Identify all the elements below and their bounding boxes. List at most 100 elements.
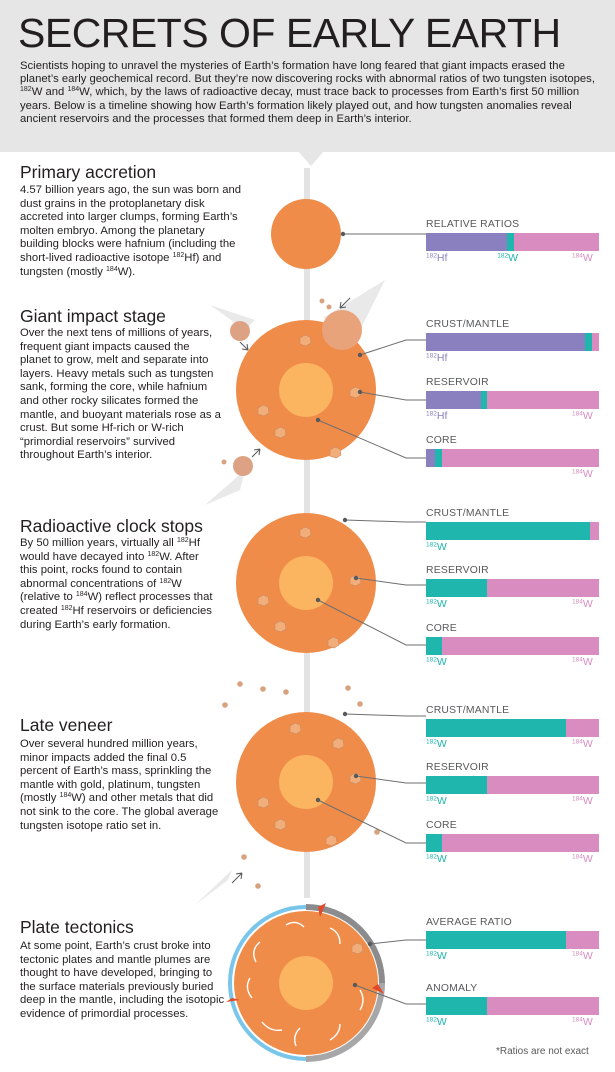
debris-dot	[345, 685, 351, 691]
page-title: SECRETS OF EARLY EARTH	[18, 10, 561, 56]
reservoir-blob	[257, 594, 270, 607]
ratio-bar	[426, 333, 599, 351]
ratio-label: ANOMALY	[426, 983, 478, 994]
reservoir-blob	[299, 526, 312, 539]
section-description: 4.57 billion years ago, the sun was born…	[20, 184, 242, 278]
isotope-label-w184: 184W	[572, 795, 593, 807]
w182-segment	[426, 579, 487, 597]
leader-dot	[315, 797, 321, 803]
section-description: By 50 million years, virtually all 182Hf…	[20, 537, 213, 631]
convection-arrow	[329, 927, 341, 945]
w182-segment	[426, 522, 591, 540]
leader-line	[355, 775, 426, 784]
isotope-label-hf182: 182Hf	[426, 410, 448, 422]
section-description: At some point, Earth’s crust broke into …	[20, 940, 225, 1020]
mantle-plume	[372, 984, 384, 994]
isotope-label-w184: 184W	[572, 252, 593, 264]
w182-segment	[426, 776, 487, 794]
ratio-label: AVERAGE RATIO	[426, 917, 512, 928]
impact-arrow	[239, 341, 249, 351]
leader-line	[344, 519, 426, 523]
ratio-label: CRUST/MANTLE	[426, 508, 510, 519]
isotope-label-w182: 182W	[426, 598, 447, 610]
isotope-label-w184: 184W	[572, 410, 593, 422]
ratio-bar	[426, 449, 599, 467]
ratio-label: CORE	[426, 820, 457, 831]
section-title: Giant impact stage	[20, 306, 166, 326]
reservoir-blob	[332, 737, 345, 750]
w182-segment	[426, 834, 442, 852]
leader-line	[354, 984, 426, 1005]
isotope-label-w184: 184W	[572, 738, 593, 750]
convection-arrow	[253, 941, 261, 963]
reservoir-blob	[349, 772, 362, 785]
leader-line	[359, 391, 426, 401]
isotope-label-w182: 182W	[426, 853, 447, 865]
convection-arrow	[359, 989, 364, 1011]
w182-segment	[426, 719, 567, 737]
ratio-bar	[426, 931, 599, 949]
isotope-label-w184: 184W	[572, 468, 593, 480]
reservoir-blob	[327, 636, 340, 649]
leader-dot	[352, 982, 358, 988]
leader-dot	[357, 352, 363, 358]
isotope-label-w184: 184W	[572, 853, 593, 865]
convection-arrow	[329, 1023, 341, 1041]
isotope-label-w184: 184W	[572, 656, 593, 668]
hf182-segment	[426, 391, 482, 409]
ratio-label: RELATIVE RATIOS	[426, 219, 520, 230]
intro-text: Scientists hoping to unravel the mysteri…	[20, 60, 595, 125]
leader-line	[359, 339, 426, 356]
isotope-label-w182: 182W	[426, 950, 447, 962]
isotope-label-hf182: 182Hf	[426, 352, 448, 364]
ratio-label: CORE	[426, 623, 457, 634]
impact-ray	[205, 470, 245, 505]
earth-embryo	[271, 199, 341, 269]
convection-arrow	[285, 921, 305, 928]
leader-dot	[342, 711, 348, 717]
hf182-segment	[426, 449, 435, 467]
reservoir-blob	[349, 574, 362, 587]
earth-core	[279, 363, 333, 417]
debris-dot	[374, 829, 380, 835]
ratio-bar	[426, 776, 599, 794]
impactor	[322, 310, 362, 350]
impact-arrow	[231, 872, 243, 884]
reservoir-blob	[274, 426, 287, 439]
header-pointer	[297, 150, 325, 166]
debris-dot	[255, 883, 261, 889]
isotope-label-w182: 182W	[426, 656, 447, 668]
ratio-label: CORE	[426, 435, 457, 446]
convection-arrow	[293, 1027, 301, 1047]
reservoir-blob	[299, 334, 312, 347]
mantle-plume	[226, 998, 240, 1002]
section-title: Plate tectonics	[20, 917, 134, 937]
footnote: *Ratios are not exact	[496, 1046, 589, 1057]
reservoir-blob	[257, 404, 270, 417]
w182-segment	[481, 391, 487, 409]
isotope-label-w184: 184W	[572, 598, 593, 610]
impactor-small	[230, 321, 250, 341]
impact-arrow	[251, 448, 261, 458]
ratio-bar	[426, 997, 599, 1015]
ratio-bar	[426, 233, 599, 251]
debris-dot	[222, 702, 228, 708]
ratio-bar	[426, 391, 599, 409]
leader-line	[355, 577, 426, 586]
reservoir-blob	[289, 722, 302, 735]
reservoir-blob	[349, 386, 362, 399]
ratio-bar	[426, 719, 599, 737]
header-panel: SECRETS OF EARLY EARTH Scientists hoping…	[0, 0, 615, 152]
reservoir-blob	[351, 942, 364, 955]
section-description: Over several hundred million years, mino…	[20, 738, 219, 832]
leader-line	[317, 599, 426, 646]
reservoir-blob	[274, 620, 287, 633]
leader-dot	[353, 773, 359, 779]
impact-ray	[195, 870, 232, 905]
impactor-small	[233, 456, 253, 476]
earth-core	[279, 755, 333, 809]
debris-dot	[221, 459, 227, 465]
isotope-label-w182: 182W	[426, 738, 447, 750]
tectonic-plate	[305, 982, 385, 1062]
